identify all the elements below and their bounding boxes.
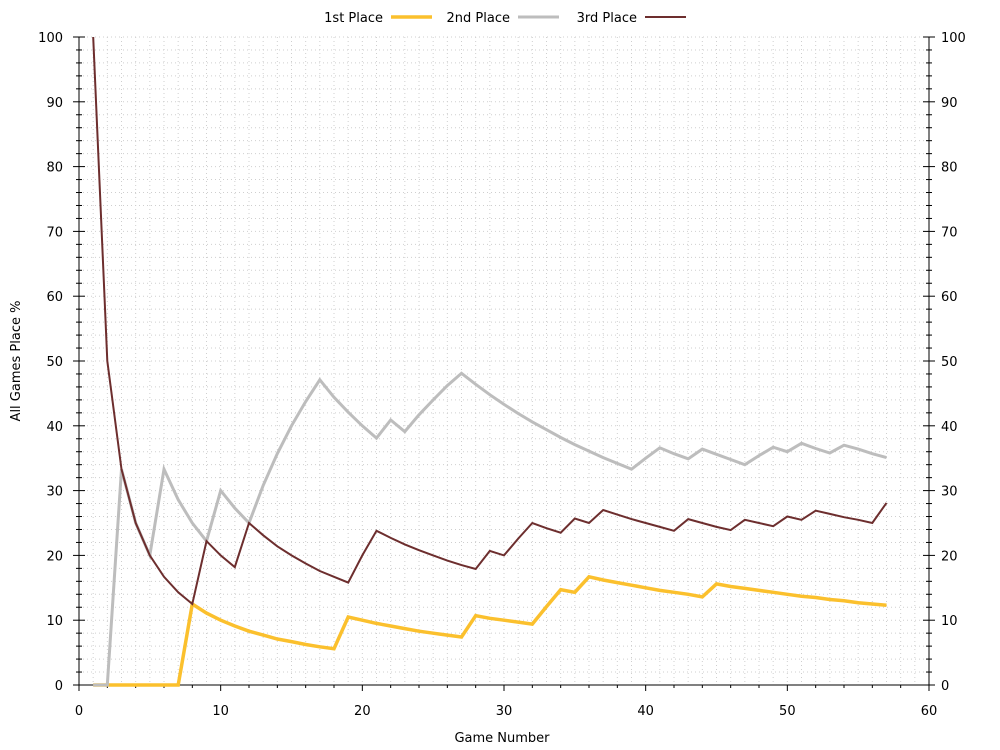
- y-axis-title: All Games Place %: [9, 301, 24, 422]
- x-tick-label: 20: [354, 704, 371, 719]
- x-tick-label: 10: [212, 704, 229, 719]
- y-tick-label-left: 100: [38, 31, 63, 46]
- x-tick-label: 40: [637, 704, 654, 719]
- y-tick-label-right: 50: [941, 355, 958, 370]
- y-tick-label-left: 80: [46, 161, 63, 176]
- y-tick-label-left: 20: [46, 549, 63, 564]
- legend-label-3: 3rd Place: [577, 11, 637, 26]
- y-tick-label-left: 0: [55, 679, 63, 694]
- legend: 1st Place 2nd Place 3rd Place: [324, 11, 686, 26]
- y-tick-label-right: 10: [941, 614, 958, 629]
- y-tick-label-right: 100: [941, 31, 966, 46]
- y-tick-label-right: 80: [941, 161, 958, 176]
- x-axis-title: Game Number: [454, 731, 550, 746]
- y-tick-label-right: 30: [941, 485, 958, 500]
- y-tick-label-left: 40: [46, 420, 63, 435]
- series-lines: [92, 36, 888, 687]
- y-tick-label-right: 40: [941, 420, 958, 435]
- y-tick-label-left: 90: [46, 96, 63, 111]
- series-line-1: [93, 574, 887, 687]
- y-tick-label-right: 90: [941, 96, 958, 111]
- y-tick-label-right: 60: [941, 290, 958, 305]
- series-line-2: [93, 371, 887, 687]
- y-tick-label-right: 70: [941, 225, 958, 240]
- y-tick-label-left: 70: [46, 225, 63, 240]
- x-tick-label: 60: [921, 704, 938, 719]
- x-tick-label: 0: [75, 704, 83, 719]
- legend-label-1: 1st Place: [324, 11, 383, 26]
- x-tick-label: 30: [496, 704, 513, 719]
- y-tick-label-right: 0: [941, 679, 949, 694]
- tick-marks: [73, 36, 935, 691]
- y-tick-label-left: 10: [46, 614, 63, 629]
- y-tick-label-left: 60: [46, 290, 63, 305]
- x-tick-label: 50: [779, 704, 796, 719]
- series-line-3: [92, 36, 888, 606]
- y-tick-label-left: 30: [46, 485, 63, 500]
- grid: [78, 36, 930, 686]
- y-tick-label-left: 50: [46, 355, 63, 370]
- legend-label-2: 2nd Place: [447, 11, 510, 26]
- y-tick-label-right: 20: [941, 549, 958, 564]
